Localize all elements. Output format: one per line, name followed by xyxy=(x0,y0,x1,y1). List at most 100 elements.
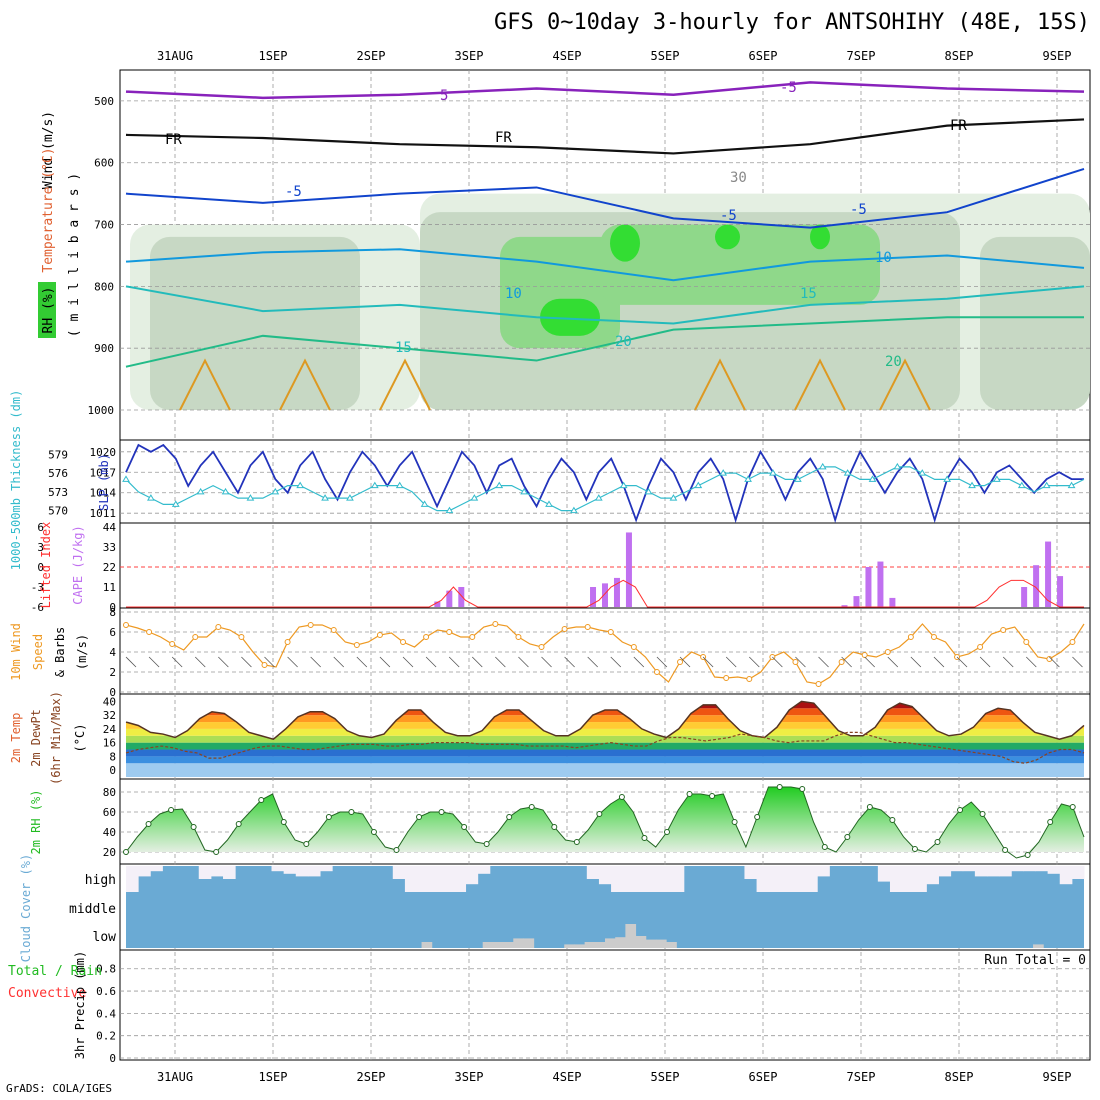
contour-label: 10 xyxy=(505,286,522,302)
rh-point xyxy=(438,809,445,815)
temp-band xyxy=(126,742,1084,750)
wind-barb xyxy=(379,656,391,668)
thickness-point xyxy=(346,494,354,501)
wind-point xyxy=(353,642,360,648)
date-label-bottom: 3SEP xyxy=(455,1070,484,1084)
wind-point xyxy=(838,659,845,665)
thickness-point xyxy=(893,462,902,470)
pressure-tick: 1000 xyxy=(88,404,115,417)
cape-bar xyxy=(434,601,441,607)
cloud-high-gap xyxy=(441,866,454,892)
temp-tick: 40 xyxy=(103,695,116,708)
rh-point xyxy=(686,791,693,797)
cloud-low-bar xyxy=(1033,944,1044,948)
contour-label: 20 xyxy=(615,334,632,350)
temp-band xyxy=(126,708,1084,716)
cloud-high-gap xyxy=(126,866,139,892)
thickness-point xyxy=(1067,481,1076,489)
thickness-point xyxy=(793,475,802,482)
panel-frame xyxy=(119,949,1091,1061)
cloud-high-gap xyxy=(598,866,612,885)
temp-tick: 16 xyxy=(103,737,116,750)
wind-barb xyxy=(194,656,206,668)
wind-barb xyxy=(518,656,529,668)
cloud-high-gap xyxy=(1035,866,1049,872)
thickness-tick: 573 xyxy=(48,486,68,499)
wind-point xyxy=(146,629,153,635)
thickness-point xyxy=(968,481,976,489)
rh-point xyxy=(506,814,513,820)
warm-contour xyxy=(794,358,846,411)
wind-barb xyxy=(425,656,437,668)
contour-line xyxy=(125,81,1085,100)
contour-label: 15 xyxy=(800,286,817,302)
cloud-high-gap xyxy=(477,866,491,874)
temp-tick: 0 xyxy=(109,764,116,777)
slp-axis-label: SLP (mb) xyxy=(97,453,111,511)
warm-contour xyxy=(179,358,231,411)
warm-contour xyxy=(379,358,431,411)
cloud-low-bar xyxy=(645,939,657,948)
thickness-point xyxy=(644,487,653,495)
date-label-top: 4SEP xyxy=(553,49,582,63)
rh-point xyxy=(258,797,265,803)
thickness-point xyxy=(1017,481,1026,489)
cloud-high-gap xyxy=(647,866,661,892)
wind-speed-line xyxy=(125,623,1085,685)
cloud-high-gap xyxy=(392,866,406,879)
cloud-high-gap xyxy=(623,866,636,892)
thickness-point xyxy=(1042,481,1051,489)
wind-point xyxy=(215,624,222,630)
rh-point xyxy=(213,849,220,855)
cloud-high-gap xyxy=(453,866,467,892)
cape-tick: 33 xyxy=(103,541,116,554)
wind-point xyxy=(1023,639,1030,645)
wind-point xyxy=(815,681,822,687)
rh-point xyxy=(934,839,941,845)
cape-axis-label: CAPE (J/kg) xyxy=(71,525,85,604)
cloud-high-gap xyxy=(1059,866,1073,885)
wind-barb xyxy=(564,656,575,668)
contour-label: 15 xyxy=(395,340,412,356)
thickness-point xyxy=(545,500,553,507)
lifted-index-line xyxy=(126,579,1084,608)
thickness-point xyxy=(619,481,628,489)
date-label-top: 7SEP xyxy=(847,49,876,63)
rh-tick: 20 xyxy=(103,846,116,859)
dewpt-axis-label: 2m DewPt xyxy=(29,709,43,767)
wind-barb xyxy=(633,656,645,668)
cloud-low-bar xyxy=(574,944,586,948)
wind-barb xyxy=(795,656,806,668)
cloud-high-gap xyxy=(586,866,600,879)
thickness-point xyxy=(370,481,379,489)
rh-point xyxy=(280,819,287,825)
temp-unit-label: (°C) xyxy=(73,724,87,753)
cloud-high-gap xyxy=(611,866,624,892)
cloud-high-gap xyxy=(465,866,479,885)
pressure-tick: 800 xyxy=(94,280,114,293)
cape-bar xyxy=(1057,576,1064,607)
wind-point xyxy=(561,626,568,632)
contour-label: 20 xyxy=(885,354,902,370)
rh-point xyxy=(461,824,468,830)
lifted-tick: -3 xyxy=(31,581,44,594)
wind-point xyxy=(307,622,314,628)
thickness-point xyxy=(818,462,827,470)
cloud-high-gap xyxy=(283,866,297,874)
thickness-point xyxy=(719,469,728,476)
cape-bar xyxy=(625,532,632,607)
cloud-level-middle: middle xyxy=(69,902,116,917)
wind-barb xyxy=(541,656,552,668)
contour-label: -5 xyxy=(285,184,302,200)
rh-fill xyxy=(810,224,830,250)
thickness-axis-label: 1000-500mb Thickness (dm) xyxy=(9,390,23,571)
contour-label: FR xyxy=(165,132,182,148)
cloud-low-bar xyxy=(503,942,514,948)
panel-frame xyxy=(119,607,1091,695)
date-label-top: 31AUG xyxy=(157,49,193,63)
contour-line xyxy=(125,167,1085,229)
cloud-low-bar xyxy=(564,944,575,948)
cape-bar xyxy=(458,587,465,607)
thickness-tick: 576 xyxy=(48,467,68,480)
cloud-high-gap xyxy=(271,866,285,872)
